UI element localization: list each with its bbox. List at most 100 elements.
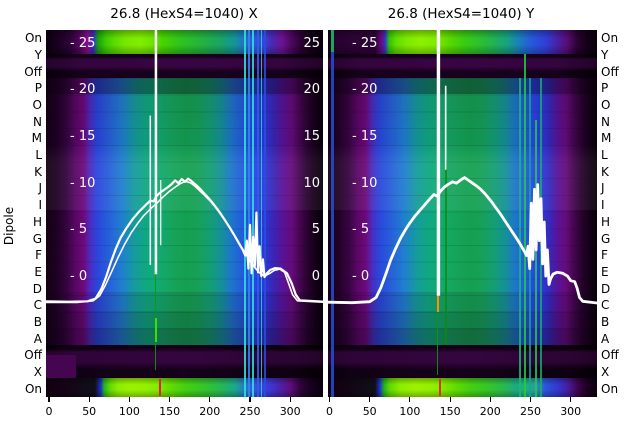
row-label-right-h-11: H — [601, 214, 611, 229]
y-tick-label-inner: - 25 — [352, 35, 378, 51]
artifact-line — [519, 78, 521, 397]
row-label-left-on-0: On — [24, 31, 42, 46]
row-label-right-k-8: K — [601, 164, 609, 179]
row-label-left-k-8: K — [34, 164, 42, 179]
x-tick-label: 200 — [479, 405, 501, 418]
x-tick-label: 300 — [560, 405, 582, 418]
artifact-line — [436, 294, 439, 312]
row-label-left-e-14: E — [34, 264, 42, 279]
panel-title-right: 26.8 (HexS4=1040) Y — [387, 6, 535, 22]
curve-overlay — [328, 30, 597, 305]
x-tick — [328, 397, 331, 402]
artifact-line — [445, 160, 447, 345]
y-tick-label-inner-right: 10 — [303, 175, 320, 191]
x-tick-label: 250 — [520, 405, 541, 418]
artifact-line — [244, 30, 246, 397]
artifact-line — [535, 120, 537, 397]
row-label-right-g-12: G — [601, 231, 611, 246]
heatmap-band-b — [328, 54, 597, 78]
x-tick — [449, 397, 451, 402]
x-tick-label: 50 — [362, 405, 377, 418]
profile-curve-x-main — [46, 177, 323, 303]
heatmap-panel-left: - 25 - 20 - 15 - 10 - 5 - 0 25 20 15 10 5 0 — [46, 30, 323, 397]
artifact-line — [331, 52, 334, 397]
y-tick-label-inner: - 20 — [352, 82, 378, 98]
y-tick-label-inner-right: 20 — [303, 82, 320, 98]
artifact-line — [248, 30, 250, 397]
panel-title-left: 26.8 (HexS4=1040) X — [110, 6, 258, 22]
row-label-right-on-0: On — [601, 31, 619, 46]
row-label-right-f-13: F — [601, 248, 608, 263]
artifact-line — [159, 379, 161, 396]
artifact-line — [264, 30, 266, 397]
row-label-left-p-3: P — [34, 81, 42, 96]
row-label-right-x-20: X — [601, 364, 610, 379]
x-tick-label: 100 — [399, 405, 421, 418]
row-label-right-off-19: Off — [601, 348, 619, 363]
row-label-right-d-15: D — [601, 281, 611, 296]
profile-curve-x-secondary — [46, 180, 323, 304]
x-tick — [409, 397, 411, 402]
heatmap-panel-right: - 25 - 20 - 15 - 10 - 5 - 0 — [328, 30, 597, 397]
x-tick — [169, 397, 171, 402]
row-label-left-n-5: N — [33, 114, 42, 129]
row-label-right-n-5: N — [601, 114, 610, 129]
row-label-left-y-1: Y — [34, 48, 42, 63]
row-label-left-c-16: C — [33, 298, 42, 313]
row-label-left-off-19: Off — [24, 348, 42, 363]
curve-overlay — [46, 30, 323, 304]
row-label-left-g-12: G — [32, 231, 42, 246]
row-label-left-d-15: D — [32, 281, 42, 296]
row-label-left-x-20: X — [33, 364, 42, 379]
y-tick-label-inner: - 15 — [70, 129, 96, 145]
x-tick — [249, 397, 251, 402]
y-tick-label-inner: - 0 — [352, 269, 370, 284]
y-tick-label-inner: - 5 — [70, 222, 88, 238]
y-tick-label-inner-right: 0 — [311, 269, 320, 284]
y-tick-label-inner-right: 5 — [311, 222, 320, 238]
heatmap-band-c — [328, 78, 597, 345]
y-tick-label-inner: - 10 — [352, 175, 378, 191]
x-tick-label: 50 — [82, 405, 97, 418]
y-tick-label-inner: - 5 — [352, 222, 370, 238]
x-tick-label: 250 — [239, 405, 261, 418]
heatmap-band-e — [46, 378, 323, 397]
heatmap-band-b — [46, 54, 323, 78]
row-label-left-j-9: J — [38, 181, 42, 196]
row-label-left-o-4: O — [32, 98, 42, 113]
x-tick-label: 200 — [199, 405, 221, 418]
x-tick-label: 300 — [279, 405, 301, 418]
y-tick-label-inner: - 20 — [70, 82, 96, 98]
x-tick — [489, 397, 491, 402]
row-label-left-off-2: Off — [24, 64, 42, 79]
row-label-right-m-6: M — [601, 131, 612, 146]
heatmap-block — [46, 355, 76, 378]
x-tick — [369, 397, 371, 402]
x-tick-label: 0 — [45, 405, 53, 418]
y-tick-label-inner: - 10 — [70, 175, 96, 191]
artifact-line — [154, 318, 157, 342]
row-label-right-j-9: J — [601, 181, 605, 196]
row-label-left-h-11: H — [32, 214, 42, 229]
row-label-right-off-2: Off — [601, 64, 619, 79]
row-label-right-b-17: B — [601, 314, 610, 329]
y-tick-label-inner-right: 25 — [303, 35, 320, 51]
row-label-left-i-10: I — [38, 198, 42, 213]
x-tick — [529, 397, 532, 402]
heatmap-band-d — [46, 345, 323, 378]
x-tick — [570, 397, 572, 402]
row-label-left-a-18: A — [33, 331, 42, 346]
y-tick-label-inner-right: 15 — [303, 129, 320, 145]
x-tick — [289, 397, 291, 402]
x-tick — [88, 397, 90, 402]
row-label-right-o-4: O — [601, 98, 611, 113]
row-label-right-p-3: P — [601, 81, 609, 96]
artifact-line — [439, 379, 441, 396]
x-tick-label: 100 — [118, 405, 140, 418]
y-tick-label-inner: - 15 — [352, 129, 378, 145]
row-label-right-e-14: E — [601, 264, 609, 279]
row-label-left-m-6: M — [31, 131, 42, 146]
row-label-right-l-7: L — [601, 148, 608, 163]
row-label-right-c-16: C — [601, 298, 610, 313]
